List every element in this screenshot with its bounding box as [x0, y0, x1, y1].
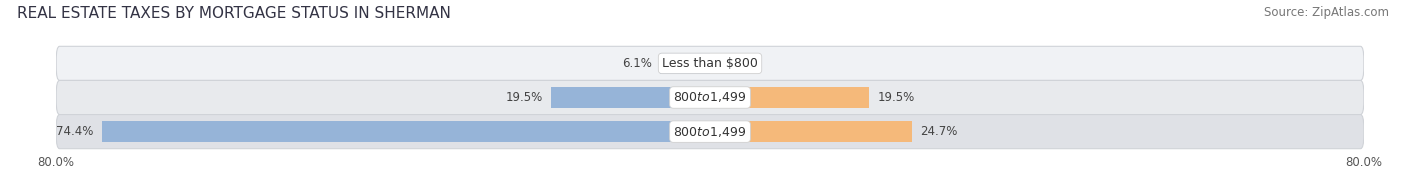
Text: Source: ZipAtlas.com: Source: ZipAtlas.com [1264, 6, 1389, 19]
Text: REAL ESTATE TAXES BY MORTGAGE STATUS IN SHERMAN: REAL ESTATE TAXES BY MORTGAGE STATUS IN … [17, 6, 451, 21]
FancyBboxPatch shape [56, 80, 1364, 115]
Text: 74.4%: 74.4% [56, 125, 94, 138]
Bar [710, 121, 912, 142]
Bar [661, 53, 710, 74]
Text: 19.5%: 19.5% [505, 91, 543, 104]
FancyBboxPatch shape [56, 115, 1364, 149]
Bar [710, 87, 869, 108]
Text: $800 to $1,499: $800 to $1,499 [673, 90, 747, 105]
Text: Less than $800: Less than $800 [662, 57, 758, 70]
Bar [551, 87, 710, 108]
Text: 6.1%: 6.1% [621, 57, 652, 70]
Text: 0.0%: 0.0% [718, 57, 748, 70]
Bar [103, 121, 710, 142]
Text: 19.5%: 19.5% [877, 91, 915, 104]
Text: $800 to $1,499: $800 to $1,499 [673, 125, 747, 139]
FancyBboxPatch shape [56, 46, 1364, 80]
Text: 24.7%: 24.7% [920, 125, 957, 138]
